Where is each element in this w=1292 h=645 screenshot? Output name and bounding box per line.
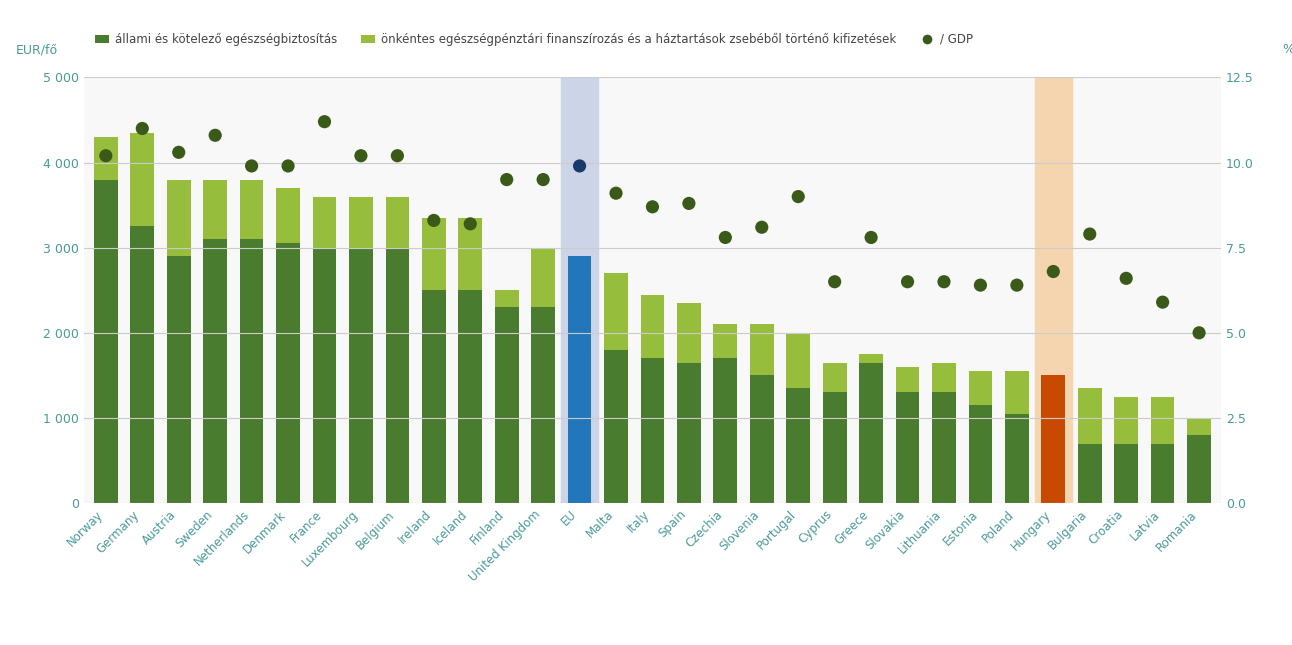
Bar [1114,444,1138,503]
Bar [561,77,598,503]
Point [824,277,845,287]
Bar [895,367,920,392]
Point [132,123,152,134]
Bar [1078,444,1102,503]
Bar [385,197,410,248]
Bar [130,226,154,503]
Bar [641,359,664,503]
Bar [349,248,373,503]
Bar [859,354,882,362]
Bar [459,290,482,503]
Bar [203,239,227,503]
Point [460,219,481,229]
Bar [1035,77,1071,503]
Bar [130,133,154,226]
Bar [605,273,628,350]
Bar [1114,397,1138,444]
Bar [349,197,373,248]
Point [350,150,371,161]
Bar [240,239,264,503]
Legend: állami és kötelező egészségbiztosítás, önkéntes egészségpénztári finanszírozás é: állami és kötelező egészségbiztosítás, ö… [90,28,977,50]
Bar [1187,418,1211,435]
Bar [932,392,956,503]
Bar [823,362,846,392]
Bar [203,179,227,239]
Bar [1151,397,1174,444]
Bar [276,188,300,243]
Bar [167,256,191,503]
Bar [713,359,738,503]
Bar [531,248,556,307]
Text: % of GDP: % of GDP [1283,43,1292,56]
Bar [94,137,118,179]
Bar [823,392,846,503]
Bar [641,295,664,359]
Bar [677,362,700,503]
Point [860,232,881,243]
Bar [713,324,738,359]
Bar [567,256,592,503]
Bar [313,248,336,503]
Bar [167,179,191,256]
Bar [422,218,446,290]
Point [1079,229,1099,239]
Bar [749,375,774,503]
Bar [422,290,446,503]
Point [642,202,663,212]
Bar [605,350,628,503]
Point [278,161,298,171]
Bar [1078,388,1102,444]
Bar [969,371,992,405]
Bar [385,248,410,503]
Point [678,198,699,208]
Bar [240,179,264,239]
Point [168,147,189,157]
Bar [1041,375,1065,503]
Point [96,150,116,161]
Point [532,174,553,184]
Point [897,277,917,287]
Point [496,174,517,184]
Point [934,277,955,287]
Bar [749,324,774,375]
Point [242,161,262,171]
Bar [495,307,518,503]
Point [205,130,226,141]
Bar [1005,413,1028,503]
Bar [1151,444,1174,503]
Point [1006,280,1027,290]
Bar [94,179,118,503]
Point [606,188,627,199]
Point [1189,328,1209,338]
Point [314,117,335,127]
Bar [932,362,956,392]
Bar [859,362,882,503]
Bar [313,197,336,248]
Bar [787,388,810,503]
Point [714,232,735,243]
Bar [895,392,920,503]
Point [388,150,408,161]
Point [1043,266,1063,277]
Text: EUR/fő: EUR/fő [16,43,58,56]
Point [570,161,590,171]
Bar [531,307,556,503]
Bar [969,405,992,503]
Bar [1005,371,1028,413]
Point [1116,273,1137,284]
Bar [495,290,518,307]
Point [1152,297,1173,307]
Point [970,280,991,290]
Bar [787,333,810,388]
Bar [459,218,482,290]
Bar [276,243,300,503]
Bar [1187,435,1211,503]
Point [788,192,809,202]
Point [752,222,773,232]
Point [424,215,444,226]
Bar [677,303,700,362]
